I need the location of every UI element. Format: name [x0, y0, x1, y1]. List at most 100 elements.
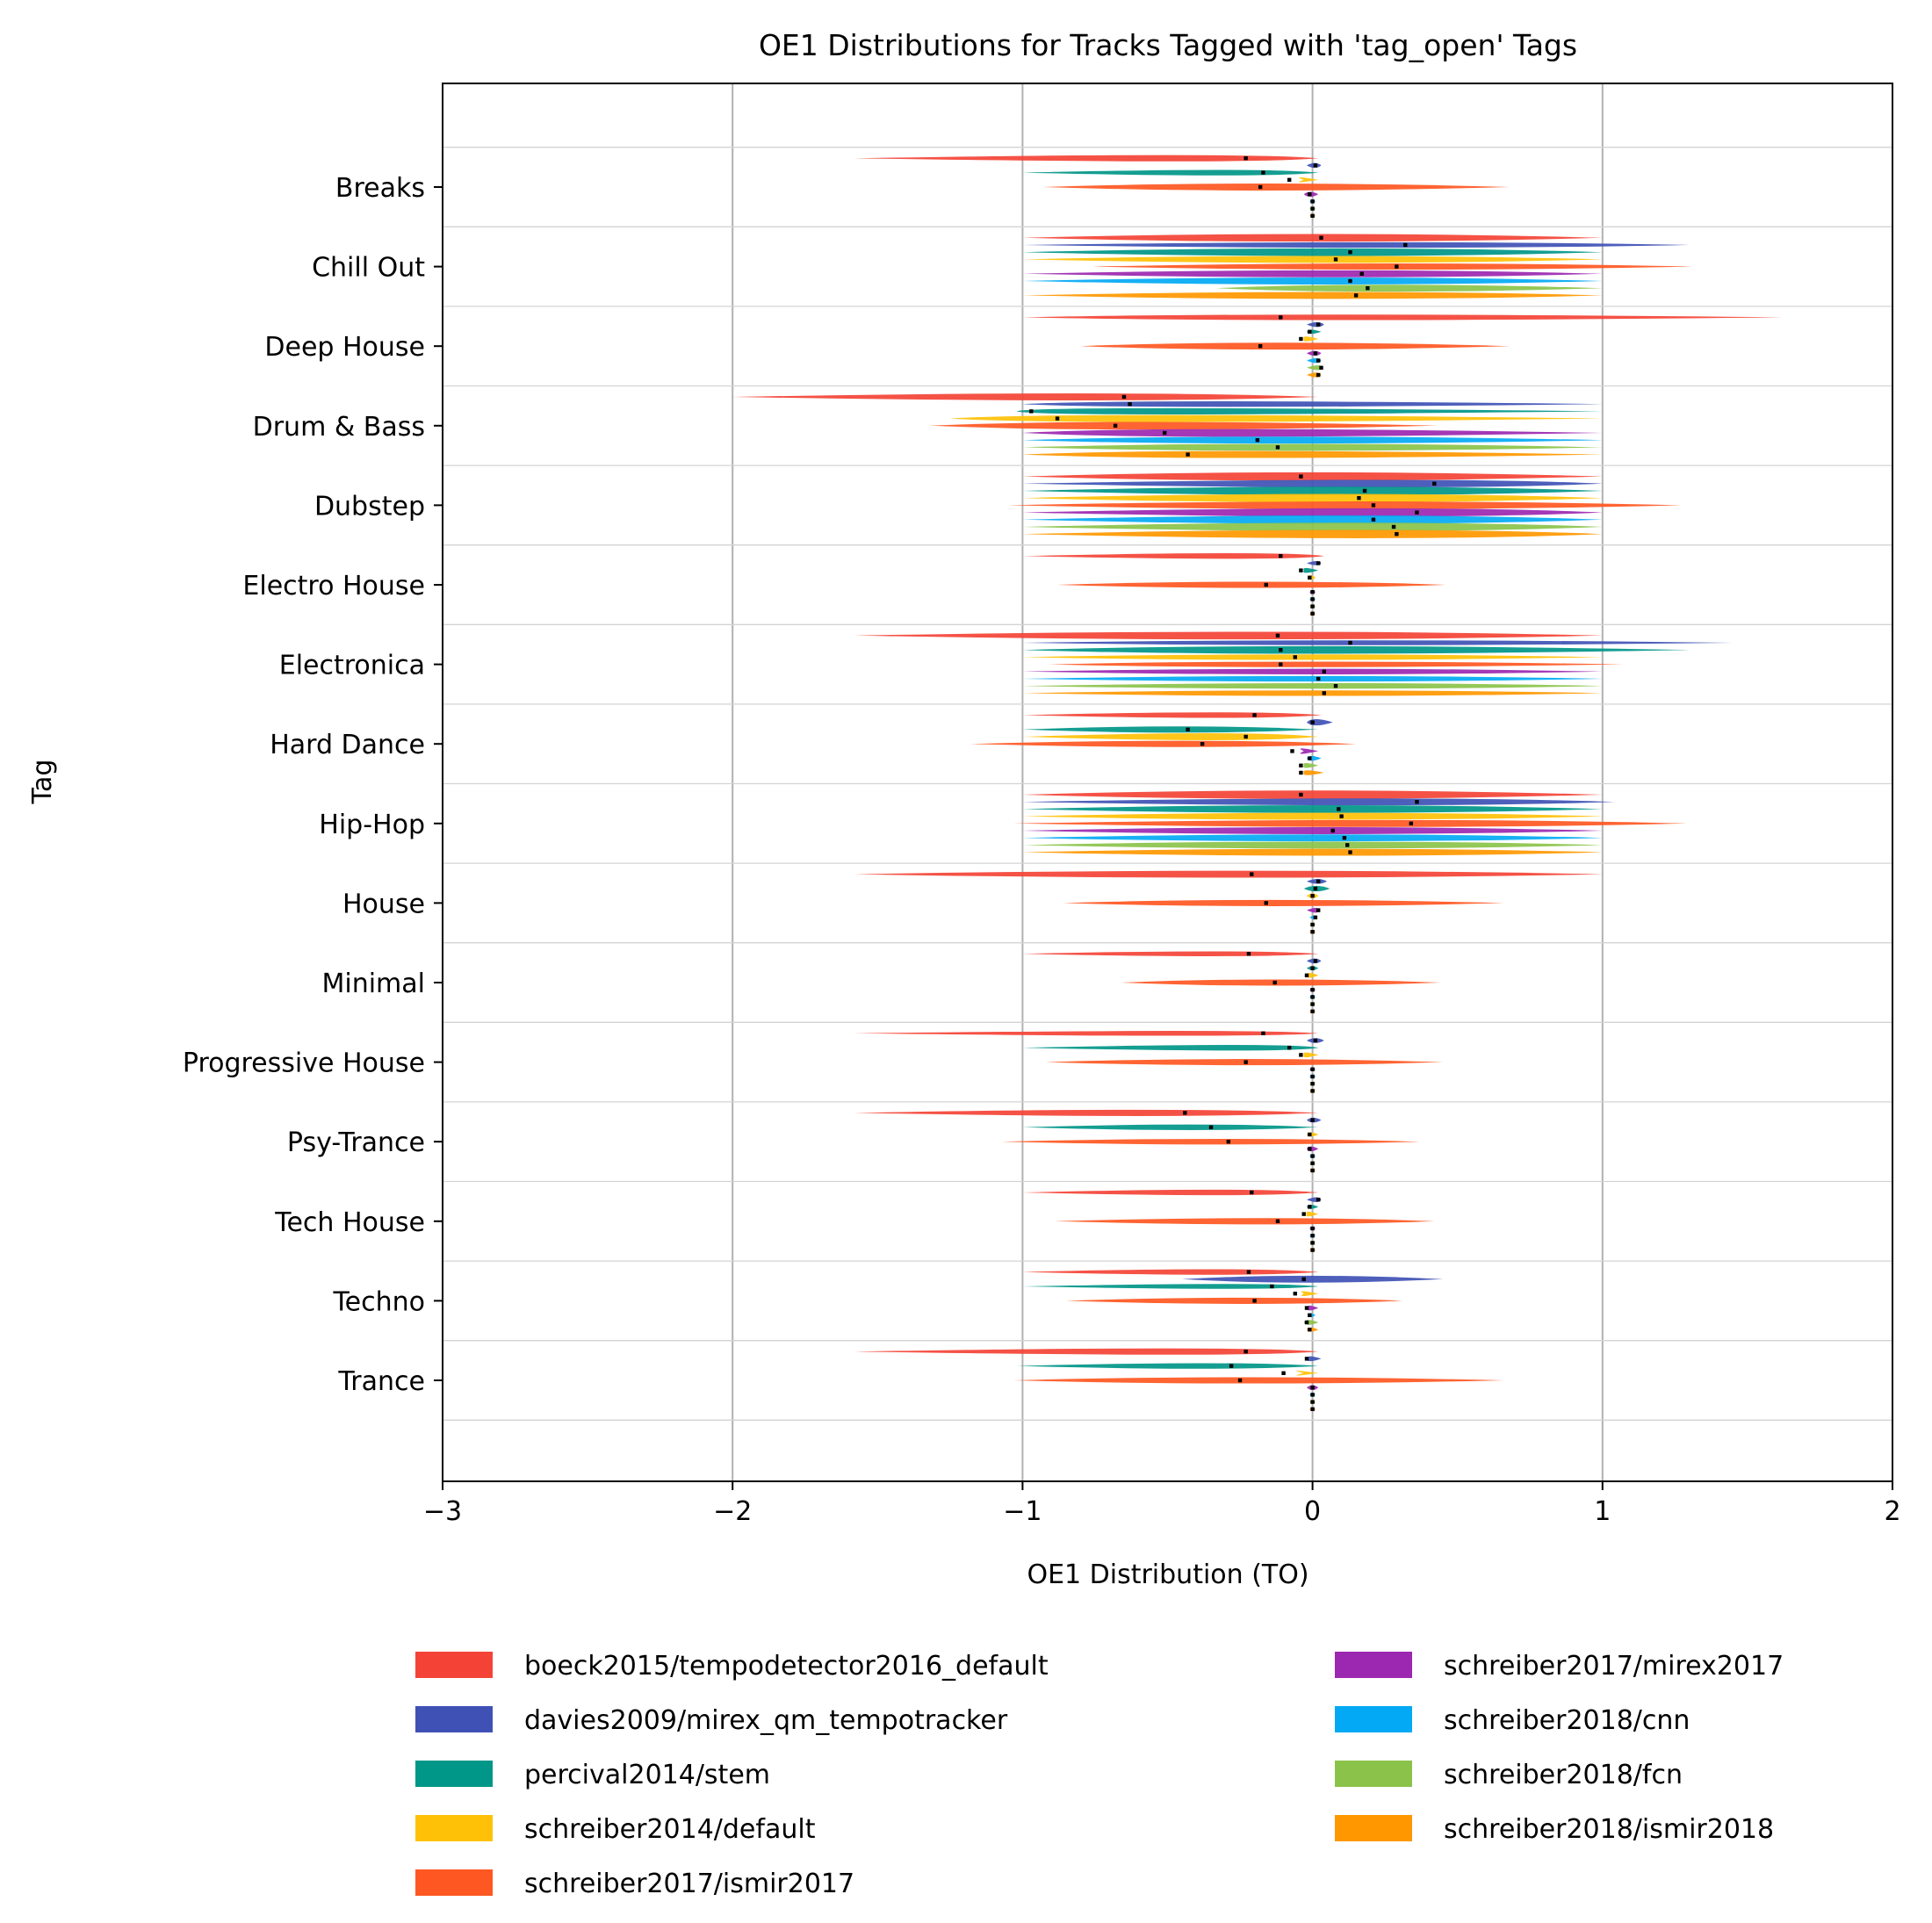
violin-6-2	[1022, 270, 1603, 277]
y-tick-label: Drum & Bass	[253, 412, 425, 443]
violin-9-8	[1303, 770, 1324, 775]
legend-swatch	[1335, 1652, 1412, 1678]
violin-4-12	[1303, 1052, 1319, 1058]
median-marker	[1316, 322, 1321, 327]
violin-4-8	[1022, 733, 1319, 740]
violin-8-2	[1216, 284, 1603, 292]
median-marker	[1128, 402, 1132, 407]
violin-1-12	[854, 1031, 1319, 1036]
median-marker	[1310, 930, 1315, 934]
median-marker	[1304, 973, 1309, 977]
legend-swatch	[1335, 1815, 1412, 1841]
median-marker	[1313, 1038, 1318, 1043]
violin-5-10	[1063, 899, 1504, 906]
median-marker	[1299, 792, 1303, 797]
median-marker	[1308, 1132, 1312, 1137]
y-tick-label: Deep House	[264, 332, 425, 363]
median-marker	[1415, 510, 1419, 515]
median-marker	[1313, 959, 1318, 963]
violin-3-13	[1022, 1124, 1319, 1130]
median-marker	[1310, 1154, 1315, 1158]
legend-label: percival2014/stem	[524, 1760, 770, 1790]
median-marker	[1362, 488, 1367, 493]
violin-3-6	[1303, 567, 1319, 573]
median-marker	[1316, 1198, 1321, 1202]
median-marker	[1310, 1393, 1315, 1397]
median-marker	[1409, 821, 1414, 825]
median-marker	[1275, 445, 1280, 450]
violin-6-7	[1022, 668, 1603, 674]
violin-4-15	[1301, 1291, 1319, 1296]
x-tick-label: 2	[1884, 1496, 1900, 1527]
median-marker	[1357, 496, 1361, 501]
violin-5-15	[1065, 1297, 1402, 1304]
y-axis-label: Tag	[27, 760, 58, 805]
median-marker	[1237, 1378, 1243, 1383]
violin-8-8	[1303, 763, 1319, 768]
legend-label: schreiber2017/ismir2017	[524, 1869, 854, 1899]
median-marker	[1275, 633, 1280, 637]
median-marker	[1252, 1299, 1257, 1303]
violin-8-4	[1022, 443, 1603, 451]
median-marker	[1310, 604, 1315, 609]
violin-4-16	[1296, 1371, 1319, 1376]
median-marker	[1258, 184, 1263, 190]
violin-1-15	[1022, 1269, 1319, 1275]
violin-4-4	[949, 414, 1603, 422]
x-tick-label: −3	[423, 1496, 462, 1527]
median-marker	[1258, 344, 1263, 349]
median-marker	[1316, 372, 1321, 378]
legend: boeck2015/tempodetector2016_defaultdavie…	[415, 1651, 1784, 1899]
violin-1-7	[854, 631, 1603, 640]
median-marker	[1308, 1205, 1312, 1209]
violin-5-1	[1042, 184, 1510, 191]
median-marker	[1308, 1328, 1312, 1332]
violin-5-2	[1092, 263, 1693, 270]
violin-4-14	[1306, 1211, 1319, 1217]
median-marker	[1290, 749, 1294, 753]
x-axis-label: OE1 Distribution (TO)	[1027, 1559, 1308, 1590]
median-marker	[1339, 814, 1344, 818]
median-marker	[1310, 1168, 1315, 1173]
median-marker	[1391, 524, 1396, 529]
violin-5-4	[929, 421, 1438, 430]
median-marker	[1337, 807, 1341, 811]
median-marker	[1310, 1241, 1315, 1245]
y-tick-label: Hip-Hop	[319, 810, 425, 840]
violin-1-5	[1022, 472, 1603, 481]
median-marker	[1313, 163, 1318, 168]
violin-1-1	[854, 155, 1319, 162]
y-tick-label: Minimal	[321, 969, 425, 999]
median-marker	[1252, 713, 1257, 717]
median-marker	[1316, 908, 1321, 912]
violin-5-8	[970, 740, 1357, 747]
median-marker	[1319, 365, 1323, 370]
violin-3-15	[1022, 1284, 1319, 1289]
median-marker	[1281, 1371, 1286, 1375]
violin-6-8	[1300, 748, 1319, 754]
x-axis: −3 −2 −1 0 1 2	[423, 1481, 1901, 1527]
median-marker	[1366, 286, 1370, 291]
median-marker	[1299, 474, 1303, 479]
violin-3-9	[1022, 805, 1603, 813]
legend-label: schreiber2018/fcn	[1444, 1760, 1683, 1790]
median-marker	[1183, 1111, 1187, 1115]
median-marker	[1226, 1140, 1231, 1144]
median-marker	[1322, 691, 1327, 695]
median-marker	[1229, 1364, 1234, 1368]
median-marker	[1313, 915, 1318, 919]
median-marker	[1301, 1212, 1306, 1216]
median-marker	[1275, 1219, 1280, 1223]
violin-2-2	[1022, 241, 1690, 248]
x-tick-label: 1	[1594, 1496, 1611, 1527]
median-marker	[1301, 1277, 1306, 1281]
median-marker	[1200, 742, 1205, 746]
median-marker	[1279, 662, 1283, 666]
median-marker	[1264, 582, 1268, 587]
median-marker	[1310, 1407, 1315, 1411]
median-marker	[1348, 850, 1352, 854]
violin-1-16	[854, 1348, 1319, 1355]
legend-label: schreiber2018/ismir2018	[1444, 1814, 1774, 1845]
violin-1-14	[1022, 1189, 1319, 1196]
violin-4-11	[1306, 973, 1319, 978]
